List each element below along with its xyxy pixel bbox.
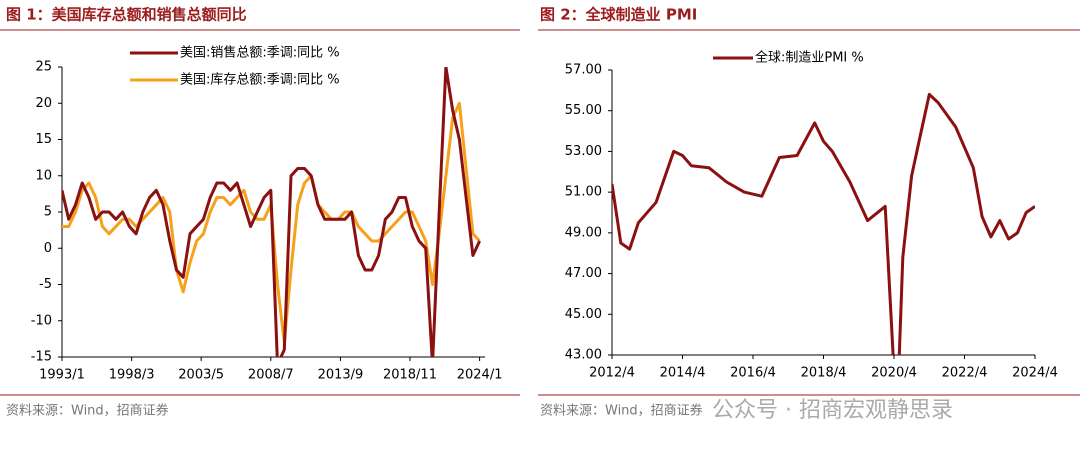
series-line <box>612 92 1035 355</box>
chart-title: 图 1：美国库存总额和销售总额同比 <box>6 6 247 24</box>
x-tick-label: 2014/4 <box>660 366 706 381</box>
chart-title: 图 2：全球制造业 PMI <box>540 6 697 24</box>
y-tick-label: 43.00 <box>565 348 602 363</box>
y-tick-label: 55.00 <box>565 103 602 118</box>
plot-area <box>612 92 1035 355</box>
y-tick-label: 20 <box>35 96 52 111</box>
x-tick-label: 2020/4 <box>871 366 917 381</box>
y-tick-label: 5 <box>44 205 52 220</box>
y-tick-label: -15 <box>31 350 52 365</box>
x-tick-label: 2018/11 <box>383 368 437 383</box>
legend-label: 美国:销售总额:季调:同比 % <box>180 45 340 61</box>
y-tick-label: 47.00 <box>565 266 602 281</box>
x-tick-label: 2024/4 <box>1012 366 1058 381</box>
y-tick-label: 25 <box>35 60 52 75</box>
y-tick-label: 10 <box>35 168 52 183</box>
y-tick-label: 49.00 <box>565 225 602 240</box>
legend-label: 美国:库存总额:季调:同比 % <box>180 72 340 88</box>
x-tick-label: 1998/3 <box>109 368 155 383</box>
y-tick-label: 51.00 <box>565 185 602 200</box>
x-tick-label: 2022/4 <box>942 366 988 381</box>
y-tick-label: 15 <box>35 132 52 147</box>
plot-area <box>62 67 481 357</box>
x-tick-label: 2003/5 <box>178 368 224 383</box>
y-tick-label: 45.00 <box>565 307 602 322</box>
y-tick-label: 57.00 <box>565 63 602 78</box>
watermark: 公众号 · 招商宏观静思录 <box>712 398 953 423</box>
y-tick-label: 53.00 <box>565 144 602 159</box>
y-tick-label: 0 <box>44 241 52 256</box>
y-tick-label: -10 <box>31 313 52 328</box>
x-tick-label: 2024/1 <box>457 368 503 383</box>
y-tick-label: -5 <box>39 277 52 292</box>
x-tick-label: 2013/9 <box>318 368 364 383</box>
x-tick-label: 2008/7 <box>248 368 294 383</box>
x-tick-label: 2016/4 <box>730 366 776 381</box>
legend-label: 全球:制造业PMI % <box>755 50 864 66</box>
source-note: 资料来源：Wind，招商证券 <box>540 403 703 419</box>
x-tick-label: 1993/1 <box>39 368 85 383</box>
source-note: 资料来源：Wind，招商证券 <box>6 403 169 419</box>
series-line <box>62 67 481 357</box>
x-tick-label: 2012/4 <box>589 366 635 381</box>
x-tick-label: 2018/4 <box>801 366 847 381</box>
